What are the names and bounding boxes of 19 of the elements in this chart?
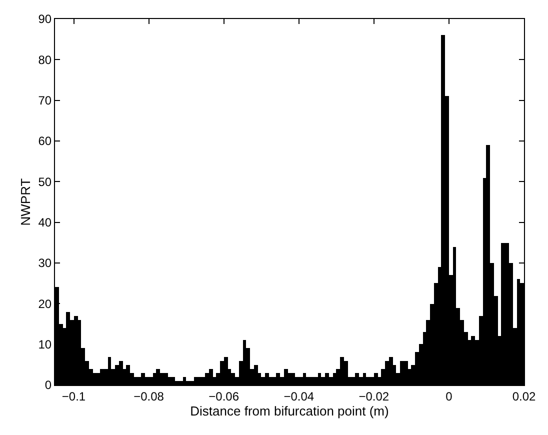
x-tick-label: −0.04 <box>284 389 314 404</box>
y-tick-label: 60 <box>38 134 52 148</box>
x-tick-label: −0.06 <box>208 389 240 404</box>
y-tick-label: 90 <box>38 12 52 26</box>
y-tick-label: 30 <box>38 256 52 270</box>
x-axis-title: Distance from bifurcation point (m) <box>190 403 389 418</box>
y-tick-label: 80 <box>38 52 52 67</box>
y-axis-title: NWPRT <box>18 178 34 226</box>
y-tick-label: 20 <box>38 296 52 311</box>
x-tick-label: −0.08 <box>134 389 164 404</box>
x-tick-label: 0.02 <box>512 389 536 404</box>
x-tick-label: −0.02 <box>358 389 390 404</box>
x-tick-label: 0 <box>446 389 453 404</box>
x-tick-label: −0.1 <box>62 389 86 404</box>
y-tick-label: 10 <box>38 338 52 352</box>
y-tick-label: 50 <box>38 174 52 189</box>
y-tick-label: 70 <box>38 94 52 108</box>
y-tick-label: 0 <box>44 378 52 392</box>
y-tick-label: 40 <box>38 216 52 230</box>
